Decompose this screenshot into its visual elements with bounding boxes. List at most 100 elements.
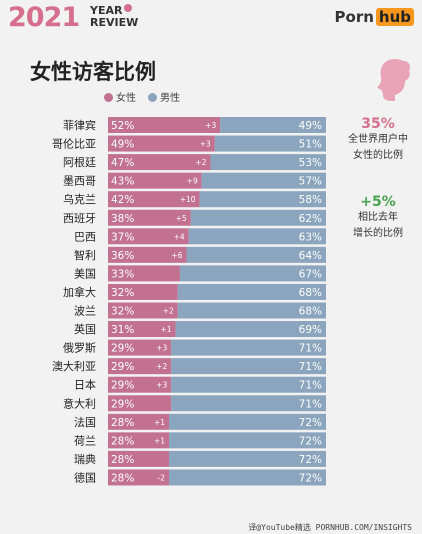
bar-male: [171, 358, 326, 375]
bar-female: [108, 154, 211, 171]
bar-male: [190, 209, 326, 226]
footer-source: 译@YouTube精选 PORNHUB.COM/INSIGHTS: [248, 523, 412, 532]
female-change-label: +1: [161, 325, 172, 334]
legend-male-label: 男性: [160, 93, 180, 104]
category-label: 菲律宾: [63, 118, 96, 132]
header: 2021 YEAR REVIEW Porn hub: [0, 0, 422, 40]
category-label: 日本: [74, 378, 96, 392]
brand-hub: hub: [375, 8, 414, 26]
male-value-label: 57%: [299, 176, 322, 188]
male-value-label: 67%: [299, 268, 322, 280]
bar-female: [108, 376, 172, 393]
year-review-text: YEAR REVIEW: [90, 5, 138, 29]
bar-female: [108, 135, 215, 152]
female-value-label: 43%: [111, 176, 134, 188]
male-value-label: 68%: [299, 306, 322, 318]
female-value-label: 37%: [111, 231, 134, 243]
year-logo: 2021: [8, 2, 80, 33]
bar-female: [108, 283, 178, 300]
bar-male: [186, 246, 326, 263]
female-value-label: 33%: [111, 268, 134, 280]
category-label: 荷兰: [74, 434, 96, 447]
stat-growth-line-2: 增长的比例: [353, 228, 403, 239]
category-label: 瑞典: [74, 452, 96, 466]
bar-female: [108, 339, 172, 356]
bar-male: [169, 450, 326, 467]
stat-female-share-value: 35%: [361, 116, 395, 132]
category-label: 意大利: [63, 396, 96, 410]
female-change-label: +2: [163, 307, 174, 316]
brand-logo: Porn hub: [335, 8, 414, 26]
category-label: 西班牙: [63, 212, 96, 225]
year-review-dot-icon: [124, 4, 132, 12]
female-change-label: +5: [176, 214, 187, 223]
male-value-label: 71%: [299, 398, 322, 410]
legend-female: 女性: [104, 89, 136, 104]
male-value-label: 51%: [299, 139, 322, 151]
brand-porn: Porn: [334, 8, 374, 26]
bar-male: [171, 339, 326, 356]
female-value-label: 29%: [111, 398, 134, 410]
bar-male: [179, 265, 326, 282]
bar-male: [171, 376, 326, 393]
bar-female: [108, 413, 170, 430]
female-change-label: +3: [200, 140, 211, 149]
bar-female: [108, 246, 187, 263]
male-value-label: 49%: [299, 120, 322, 132]
bar-male: [214, 135, 326, 152]
bar-male: [171, 395, 326, 412]
category-label: 俄罗斯: [63, 342, 96, 355]
female-change-label: +3: [205, 121, 216, 130]
bar-female: [108, 172, 202, 189]
bar-male: [220, 117, 326, 133]
bar-male: [169, 413, 326, 430]
legend-female-dot-icon: [104, 93, 113, 102]
male-value-label: 53%: [299, 157, 322, 169]
category-label: 阿根廷: [63, 155, 96, 169]
female-value-label: 28%: [111, 435, 134, 447]
male-value-label: 71%: [299, 343, 322, 355]
male-value-label: 72%: [299, 454, 322, 466]
stat-growth-value: +5%: [360, 194, 396, 210]
male-value-label: 71%: [299, 361, 322, 373]
bar-male: [188, 228, 326, 245]
female-change-label: +3: [156, 344, 167, 353]
bar-female: [108, 450, 170, 467]
female-change-label: +6: [171, 251, 182, 260]
female-value-label: 28%: [111, 417, 134, 429]
female-change-label: +4: [174, 232, 185, 241]
female-change-label: -2: [158, 473, 166, 482]
bar-female: [108, 432, 170, 449]
male-value-label: 72%: [299, 435, 322, 447]
female-change-label: +9: [187, 177, 198, 186]
female-value-label: 29%: [111, 380, 134, 392]
female-value-label: 49%: [111, 139, 134, 151]
female-value-label: 31%: [111, 324, 134, 336]
category-label: 澳大利亚: [52, 359, 96, 373]
year-review-line-2: REVIEW: [90, 16, 139, 29]
female-change-label: +1: [154, 436, 165, 445]
bar-female: [108, 209, 191, 226]
category-label: 英国: [74, 322, 96, 336]
stat-female-share: 35% 全世界用户中 女性的比例: [340, 116, 416, 164]
category-label: 波兰: [74, 305, 96, 318]
woman-head-icon: [377, 59, 410, 101]
male-value-label: 68%: [299, 287, 322, 299]
female-value-label: 29%: [111, 361, 134, 373]
bar-female: [108, 395, 172, 412]
male-value-label: 62%: [299, 213, 322, 225]
bar-female: [108, 321, 176, 338]
bar-male: [210, 154, 326, 171]
category-label: 乌克兰: [63, 192, 96, 206]
category-label: 智利: [74, 248, 96, 262]
bar-male: [169, 432, 326, 449]
female-value-label: 36%: [111, 250, 134, 262]
female-value-label: 42%: [111, 194, 134, 206]
female-change-label: +2: [195, 158, 206, 167]
female-value-label: 28%: [111, 472, 134, 484]
bar-male: [201, 172, 326, 189]
female-value-label: 32%: [111, 287, 134, 299]
female-value-label: 38%: [111, 213, 134, 225]
category-label: 巴西: [74, 230, 96, 243]
legend-male: 男性: [148, 89, 180, 104]
